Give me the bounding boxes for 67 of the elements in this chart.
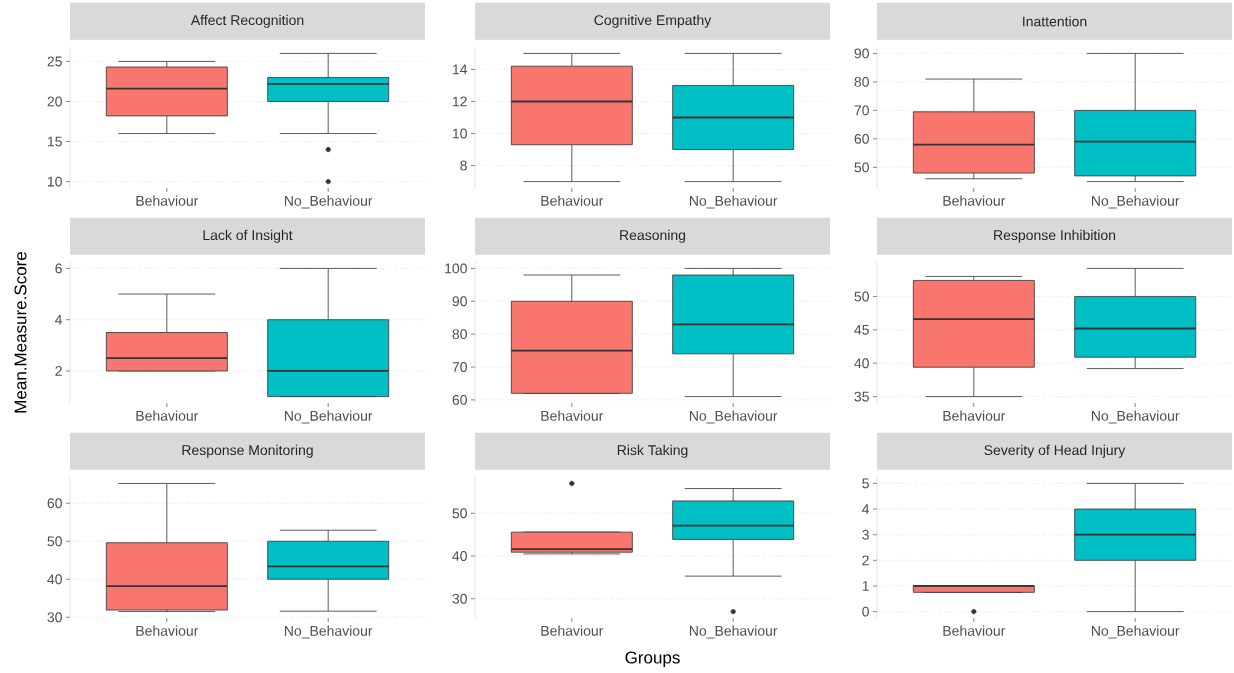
chart-title: Risk Taking: [617, 444, 688, 458]
chart-title: Affect Recognition: [190, 14, 304, 28]
x-tick-label: Behaviour: [943, 410, 1006, 421]
y-tick-label: 15: [47, 136, 62, 147]
y-tick-label: 45: [854, 324, 869, 335]
x-tick-label: No_Behaviour: [689, 195, 778, 209]
y-tick-label: 60: [854, 133, 869, 144]
x-tick-label: Behaviour: [136, 195, 199, 206]
x-tick-label: Behaviour: [541, 410, 604, 421]
x-tick-label: Behaviour: [136, 625, 199, 636]
y-tick-label: 80: [452, 329, 467, 340]
y-tick-label: 20: [47, 96, 62, 107]
x-tick-label: No_Behaviour: [284, 195, 373, 209]
y-tick-label: 100: [445, 263, 467, 274]
chart-title: Response Monitoring: [182, 444, 313, 458]
y-tick-label: 50: [47, 536, 62, 547]
y-tick-label: 10: [47, 176, 62, 187]
y-tick-label: 1: [862, 581, 869, 591]
y-tick-label: 0: [862, 606, 869, 617]
y-tick-label: 2: [55, 366, 62, 376]
y-tick-label: 8: [460, 160, 467, 171]
x-tick-label: No_Behaviour: [689, 410, 778, 424]
y-tick-label: 10: [452, 128, 467, 139]
y-tick-label: 12: [452, 96, 467, 107]
y-tick-label: 40: [854, 358, 869, 369]
chart-title: Response Inhibition: [994, 229, 1116, 243]
y-tick-label: 30: [452, 593, 467, 604]
y-tick-label: 6: [55, 263, 62, 274]
y-tick-label: 4: [55, 314, 63, 325]
x-tick-label: Behaviour: [541, 625, 604, 636]
y-tick-label: 35: [854, 391, 869, 402]
chart-title: Reasoning: [620, 229, 686, 243]
y-tick-label: 80: [854, 76, 869, 87]
x-tick-label: No_Behaviour: [284, 410, 373, 424]
chart-title: Severity of Head Injury: [984, 444, 1126, 458]
x-tick-label: No_Behaviour: [1091, 410, 1180, 424]
y-tick-label: 90: [854, 48, 869, 59]
y-tick-label: 25: [47, 56, 62, 67]
y-tick-label: 90: [452, 296, 467, 307]
x-tick-label: Behaviour: [136, 410, 199, 421]
chart-title: Lack of Insight: [203, 229, 293, 243]
y-tick-label: 4: [862, 504, 870, 514]
y-tick-label: 50: [854, 291, 869, 302]
x-tick-label: No_Behaviour: [1091, 625, 1180, 639]
y-tick-label: 50: [452, 508, 467, 519]
y-tick-label: 70: [452, 362, 467, 372]
y-tick-label: 40: [452, 551, 467, 562]
x-tick-label: No_Behaviour: [689, 625, 778, 639]
y-tick-label: 60: [452, 394, 467, 405]
y-tick-label: 60: [47, 498, 62, 509]
y-tick-label: 3: [862, 529, 869, 540]
x-tick-label: Behaviour: [943, 195, 1006, 206]
y-tick-label: 2: [862, 555, 869, 566]
x-axis-title: Groups: [625, 651, 680, 667]
x-tick-label: No_Behaviour: [284, 625, 373, 639]
chart-title: Inattention: [1023, 16, 1087, 27]
x-tick-label: No_Behaviour: [1091, 195, 1180, 209]
x-tick-label: Behaviour: [541, 195, 604, 206]
chart-title: Cognitive Empathy: [594, 14, 712, 28]
y-axis-title: Mean.Measure.Score: [14, 252, 27, 413]
y-tick-label: 5: [862, 478, 869, 489]
y-tick-label: 70: [854, 105, 869, 116]
y-tick-label: 40: [47, 574, 62, 585]
x-tick-label: Behaviour: [943, 625, 1006, 636]
y-tick-label: 30: [47, 612, 62, 623]
y-tick-label: 14: [452, 64, 468, 75]
y-tick-label: 50: [854, 162, 869, 173]
